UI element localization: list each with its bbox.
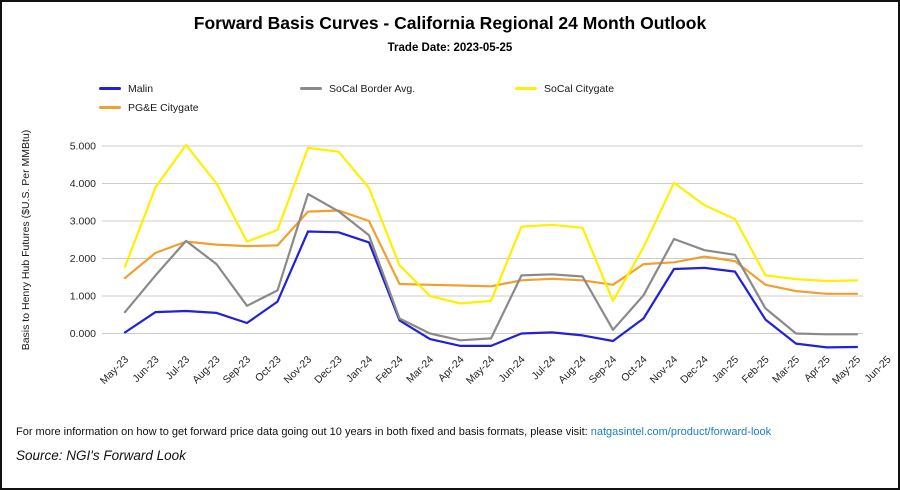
svg-text:Oct-23: Oct-23 [253,354,284,385]
source-credit: Source: NGI's Forward Look [16,448,186,463]
chart-title: Forward Basis Curves - California Region… [193,13,707,33]
svg-text:2.000: 2.000 [70,253,96,265]
legend-label-socal-border-avg: SoCal Border Avg. [329,82,416,95]
svg-text:Dec-24: Dec-24 [678,354,711,387]
forward-look-link[interactable]: natgasintel.com/product/forward-look [590,426,772,438]
legend: Malin SoCal Border Avg. SoCal Citygate P… [99,81,868,115]
svg-text:Sep-23: Sep-23 [221,354,254,387]
svg-text:Mar-24: Mar-24 [404,354,436,386]
series-line-socal-border-avg- [123,192,859,342]
svg-text:Aug-23: Aug-23 [190,354,223,387]
svg-text:Feb-24: Feb-24 [374,354,406,386]
malin-line-swatch [99,87,121,90]
legend-item-socal-citygate: SoCal Citygate [515,81,868,96]
svg-text:Jan-25: Jan-25 [710,354,741,385]
series-line-socal-citygate [123,143,859,305]
svg-text:May-25: May-25 [830,354,863,387]
svg-text:Jan-24: Jan-24 [344,354,375,385]
svg-text:Oct-24: Oct-24 [619,354,650,385]
footer-info-text: For more information on how to get forwa… [16,426,591,438]
series-line-pg-e-citygate [123,209,859,295]
svg-text:May-23: May-23 [98,354,131,387]
svg-text:Jul-24: Jul-24 [529,354,558,383]
svg-text:Jun-24: Jun-24 [496,354,527,385]
svg-text:4.000: 4.000 [70,178,96,190]
socal-border-avg-line-swatch [300,87,322,90]
series-line-malin [123,230,859,349]
y-axis-label: Basis to Henry Hub Futures ($U.S. Per MM… [20,130,32,350]
svg-text:Apr-25: Apr-25 [802,354,833,385]
y-tick-labels: 0.000 1.000 2.000 3.000 4.000 5.000 [70,141,96,341]
pge-citygate-line-swatch [99,106,121,109]
svg-text:1.000: 1.000 [70,291,96,303]
legend-item-socal-border-avg: SoCal Border Avg. [300,81,515,96]
svg-text:5.000: 5.000 [70,141,96,153]
svg-text:Feb-25: Feb-25 [740,354,772,386]
svg-text:3.000: 3.000 [70,216,96,228]
svg-text:Nov-24: Nov-24 [648,354,681,387]
footer-info: For more information on how to get forwa… [16,426,771,438]
svg-text:Apr-24: Apr-24 [436,354,467,385]
svg-text:Aug-24: Aug-24 [556,354,589,387]
legend-item-pge-citygate: PG&E Citygate [99,100,300,115]
svg-text:Jul-23: Jul-23 [163,354,192,383]
svg-text:Mar-25: Mar-25 [770,354,802,386]
trade-date-subtitle: Trade Date: 2023-05-25 [387,42,513,54]
legend-label-malin: Malin [128,82,154,95]
y-gridlines [102,145,863,334]
svg-text:Jun-23: Jun-23 [130,354,161,385]
svg-text:Sep-24: Sep-24 [587,354,620,387]
legend-item-malin: Malin [99,81,300,96]
svg-text:Dec-23: Dec-23 [312,354,345,387]
svg-text:Nov-23: Nov-23 [282,354,315,387]
svg-text:0.000: 0.000 [70,328,96,340]
legend-label-socal-citygate: SoCal Citygate [544,82,615,95]
legend-label-pge-citygate: PG&E Citygate [128,101,199,114]
socal-citygate-line-swatch [515,87,537,90]
svg-text:May-24: May-24 [464,354,497,387]
svg-text:Jun-25: Jun-25 [862,354,893,385]
